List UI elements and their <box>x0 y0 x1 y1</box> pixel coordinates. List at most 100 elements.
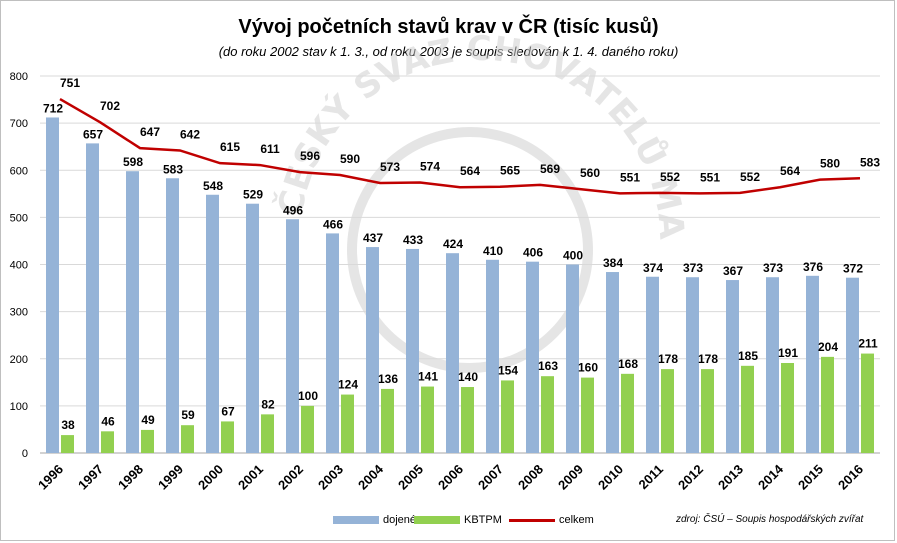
bar-kbtpm <box>421 386 434 453</box>
bar-dojene <box>606 272 619 453</box>
data-label-celkem: 569 <box>540 162 560 176</box>
data-label-celkem: 580 <box>820 157 840 171</box>
data-label-kbtpm: 185 <box>738 349 758 363</box>
data-label-dojene: 410 <box>483 244 503 258</box>
legend-label-celkem: celkem <box>559 514 594 526</box>
data-label-celkem: 574 <box>420 160 440 174</box>
data-label-dojene: 657 <box>83 127 103 141</box>
data-label-dojene: 583 <box>163 162 183 176</box>
data-label-dojene: 496 <box>283 203 303 217</box>
legend-item-kbtpm: KBTPM <box>414 514 502 526</box>
data-label-kbtpm: 49 <box>141 413 155 427</box>
y-tick-label: 400 <box>10 260 28 272</box>
bar-dojene <box>326 233 339 453</box>
data-label-dojene: 424 <box>443 237 463 251</box>
data-label-celkem: 564 <box>460 164 480 178</box>
x-tick-label: 2007 <box>475 462 506 493</box>
bar-kbtpm <box>701 369 714 453</box>
data-label-celkem: 590 <box>340 152 360 166</box>
data-label-celkem: 564 <box>780 164 800 178</box>
bar-dojene <box>366 247 379 453</box>
bar-kbtpm <box>861 353 874 453</box>
bar-kbtpm <box>501 380 514 453</box>
legend-item-celkem: celkem <box>509 514 594 526</box>
data-label-dojene: 400 <box>563 249 583 263</box>
data-label-celkem: 552 <box>660 170 680 184</box>
data-label-celkem: 751 <box>60 76 80 90</box>
y-tick-label: 0 <box>22 448 28 460</box>
data-label-kbtpm: 211 <box>858 337 878 351</box>
x-tick-label: 1996 <box>35 462 66 493</box>
data-label-kbtpm: 140 <box>458 370 478 384</box>
chart-subtitle: (do roku 2002 stav k 1. 3., od roku 2003… <box>218 44 679 59</box>
bar-dojene <box>766 277 779 453</box>
chart-title: Vývoj početních stavů krav v ČR (tisíc k… <box>238 16 659 38</box>
bar-dojene <box>526 261 539 453</box>
data-label-dojene: 367 <box>723 264 743 278</box>
data-label-celkem: 596 <box>300 149 320 163</box>
x-tick-label: 2016 <box>835 462 866 493</box>
bar-dojene <box>86 143 99 454</box>
data-label-celkem: 642 <box>180 127 200 141</box>
bar-dojene <box>446 253 459 453</box>
x-tick-label: 2001 <box>235 462 266 493</box>
y-tick-label: 200 <box>10 354 28 366</box>
data-label-celkem: 702 <box>100 99 120 113</box>
data-label-dojene: 598 <box>123 155 143 169</box>
data-label-dojene: 372 <box>843 262 863 276</box>
bar-dojene <box>846 277 859 453</box>
x-tick-label: 2012 <box>675 462 706 493</box>
data-label-kbtpm: 67 <box>221 404 235 418</box>
data-label-dojene: 433 <box>403 233 423 247</box>
bar-kbtpm <box>461 387 474 453</box>
watermark-text: ČESKÝ SVAZ CHOVATELŮ MASNÉHO SKOTU <box>0 0 691 241</box>
data-label-celkem: 551 <box>620 170 640 184</box>
y-tick-label: 300 <box>10 307 28 319</box>
data-label-dojene: 376 <box>803 260 823 274</box>
watermark: ČESKÝ SVAZ CHOVATELŮ MASNÉHO SKOTU <box>0 0 691 373</box>
data-label-kbtpm: 191 <box>778 346 798 360</box>
data-label-celkem: 611 <box>260 142 280 156</box>
data-label-kbtpm: 124 <box>338 378 358 392</box>
bar-kbtpm <box>781 362 794 453</box>
bar-kbtpm <box>821 356 834 453</box>
bar-dojene <box>206 194 219 453</box>
bar-kbtpm <box>181 425 194 453</box>
data-label-celkem: 551 <box>700 170 720 184</box>
data-label-kbtpm: 46 <box>101 414 115 428</box>
data-label-kbtpm: 38 <box>61 418 75 432</box>
x-tick-label: 2002 <box>275 462 306 493</box>
data-label-kbtpm: 141 <box>418 370 438 384</box>
data-label-celkem: 615 <box>220 140 240 154</box>
data-label-celkem: 647 <box>140 125 160 139</box>
x-tick-label: 2013 <box>715 462 746 493</box>
legend-label-kbtpm: KBTPM <box>464 514 502 526</box>
bar-kbtpm <box>541 376 554 453</box>
bar-kbtpm <box>61 435 74 453</box>
data-label-kbtpm: 136 <box>378 372 398 386</box>
x-tick-label: 2010 <box>595 462 626 493</box>
bar-kbtpm <box>301 405 314 453</box>
source-note: zdroj: ČSÚ – Soupis hospodářských zvířat <box>676 514 864 525</box>
data-label-dojene: 548 <box>203 179 223 193</box>
data-label-celkem: 573 <box>380 160 400 174</box>
bar-kbtpm <box>101 431 114 453</box>
bar-dojene <box>486 259 499 453</box>
x-tick-label: 2004 <box>355 461 387 493</box>
data-label-kbtpm: 178 <box>698 352 718 366</box>
data-label-celkem: 560 <box>580 166 600 180</box>
bar-kbtpm <box>381 388 394 453</box>
y-tick-label: 600 <box>10 165 28 177</box>
bar-kbtpm <box>261 414 274 453</box>
y-tick-label: 500 <box>10 212 28 224</box>
data-label-kbtpm: 154 <box>498 363 518 377</box>
bar-dojene <box>286 219 299 453</box>
x-tick-label: 2000 <box>195 462 226 493</box>
x-tick-label: 2008 <box>515 462 546 493</box>
bar-dojene <box>126 171 139 453</box>
data-label-dojene: 384 <box>603 256 623 270</box>
bar-dojene <box>686 277 699 453</box>
bar-dojene <box>566 264 579 453</box>
data-label-kbtpm: 168 <box>618 357 638 371</box>
